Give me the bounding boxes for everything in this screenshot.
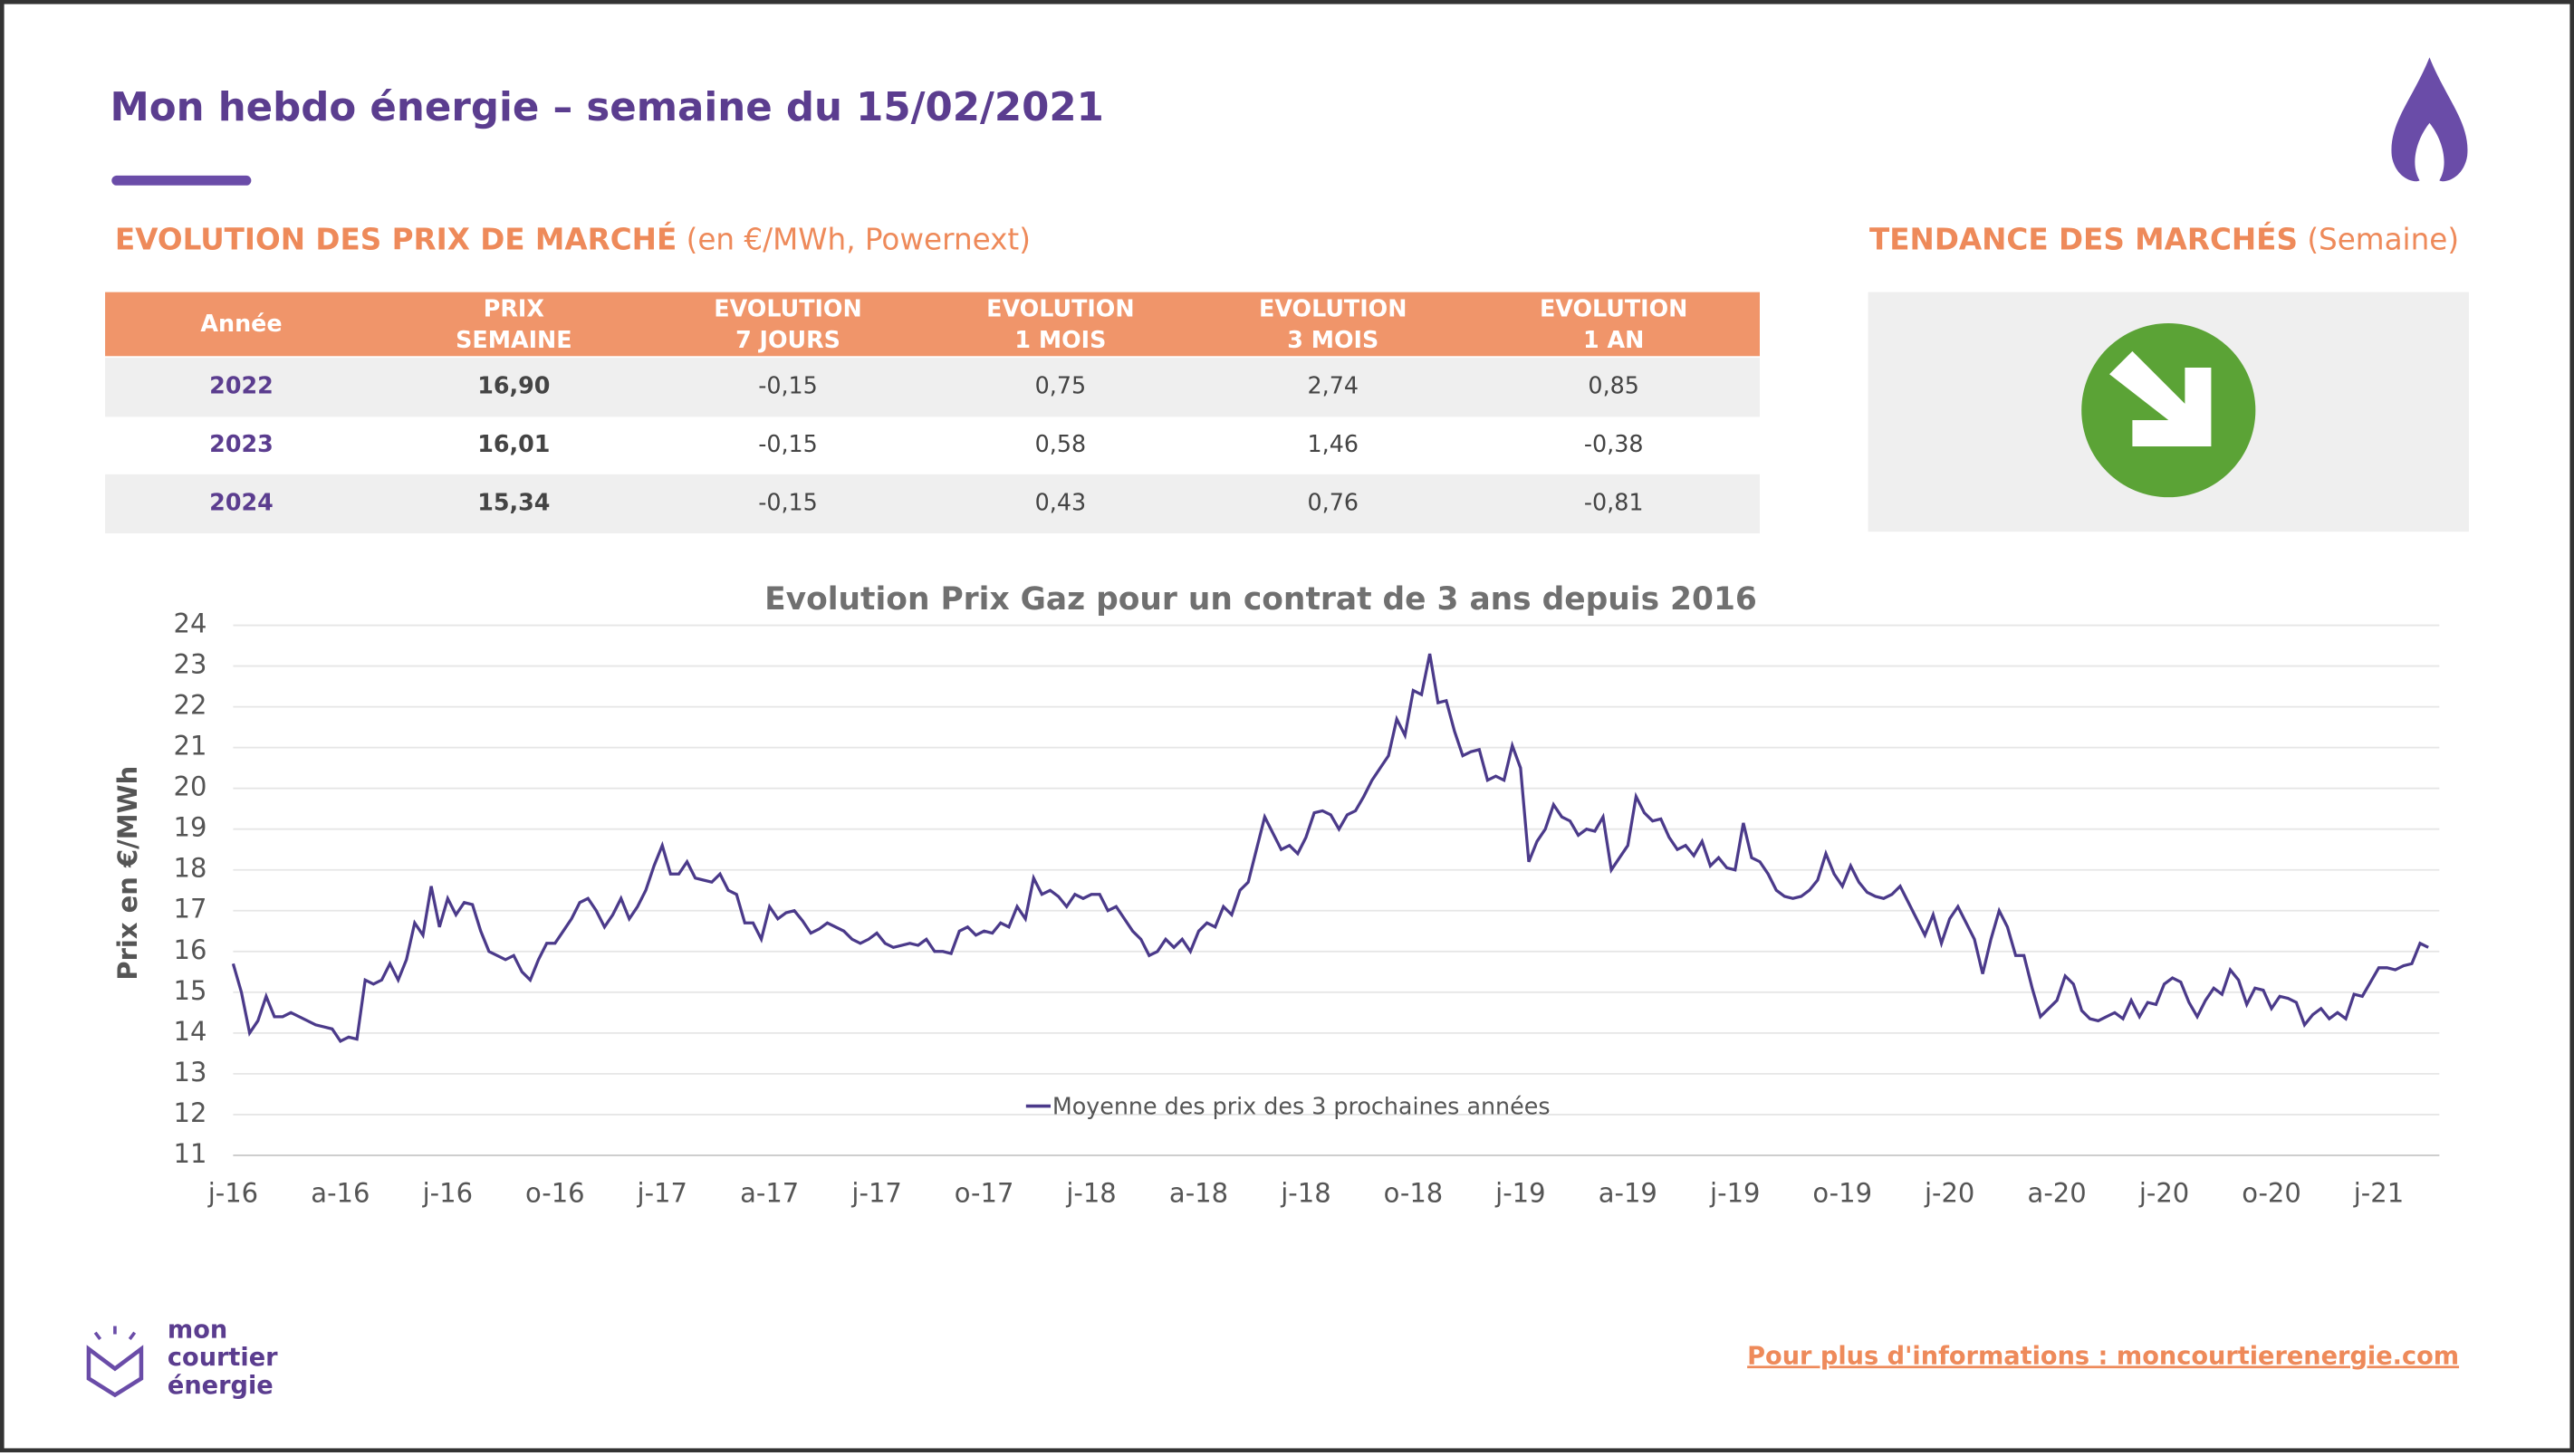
logo-rays [93, 1326, 137, 1341]
y-tick-label: 23 [174, 649, 207, 680]
x-tick-label: j-17 [850, 1177, 901, 1208]
x-tick-label: j-18 [1280, 1177, 1330, 1208]
table-cell: -0,38 [1584, 430, 1644, 457]
table-cell: 0,75 [1035, 372, 1086, 399]
y-tick-label: 16 [174, 934, 207, 965]
title-underline [111, 175, 252, 186]
y-tick-label: 24 [174, 608, 207, 639]
header-cell: EVOLUTION [714, 295, 861, 322]
x-tick-label: j-16 [207, 1177, 258, 1208]
legend-label: Moyenne des prix des 3 prochaines années [1052, 1092, 1551, 1119]
x-tick-label: a-20 [2028, 1177, 2087, 1208]
row-band [105, 358, 1760, 417]
series-line [231, 653, 2429, 1043]
y-tick-label: 20 [174, 771, 207, 802]
header-cell: 7 JOURS [735, 326, 840, 353]
title: Mon hebdo énergie – semaine du 15/02/202… [110, 85, 1103, 130]
table-cell: 0,85 [1588, 372, 1638, 399]
x-tick-label: o-18 [1384, 1177, 1444, 1208]
y-tick-label: 11 [174, 1138, 207, 1169]
x-tick-label: j-19 [1494, 1177, 1545, 1208]
header-cell: 3 MOIS [1287, 326, 1378, 353]
table-cell: -0,15 [758, 430, 818, 457]
logo-text: mon [168, 1316, 227, 1344]
header-cell: Année [200, 310, 282, 337]
table-header [105, 292, 1760, 357]
x-tick-label: j-20 [1924, 1177, 1974, 1208]
y-tick-label: 18 [174, 853, 207, 884]
x-tick-label: a-19 [1599, 1177, 1657, 1208]
y-axis-label: Prix en €/MWh [112, 766, 143, 981]
y-tick-label: 13 [174, 1057, 207, 1087]
x-tick-label: o-17 [955, 1177, 1014, 1208]
header-cell: 1 AN [1583, 326, 1644, 353]
flame-icon [2391, 57, 2468, 182]
x-tick-label: o-20 [2242, 1177, 2301, 1208]
x-tick-label: j-16 [422, 1177, 473, 1208]
table-cell: 2023 [209, 430, 274, 457]
table: Année PRIX SEMAINE EVOLUTION 7 JOURS EVOLUTIO… [105, 292, 1760, 534]
x-tick-label: j-20 [2138, 1177, 2189, 1208]
header-cell: EVOLUTION [1540, 295, 1687, 322]
table-cell: -0,15 [758, 488, 818, 515]
logo-text: énergie [168, 1372, 274, 1400]
y-tick-label: 12 [174, 1097, 207, 1128]
info-link[interactable]: Pour plus d'informations : moncourtieren… [1747, 1342, 2459, 1370]
header-cell: EVOLUTION [1259, 295, 1407, 322]
y-tick-label: 21 [174, 731, 207, 762]
table-cell: 16,90 [477, 372, 550, 399]
header-cell: PRIX [484, 295, 545, 322]
table-cell: -0,15 [758, 372, 818, 399]
y-tick-label: 14 [174, 1016, 207, 1047]
x-tick-label: a-17 [740, 1177, 799, 1208]
table-cell: -0,81 [1584, 488, 1644, 515]
trend-title: TENDANCE DES MARCHÉS (Semaine) [1869, 222, 2459, 256]
chart-title: Evolution Prix Gaz pour un contrat de 3 … [764, 581, 1757, 618]
table-cell: 16,01 [477, 430, 550, 457]
chart: Evolution Prix Gaz pour un contrat de 3 … [112, 581, 2440, 1208]
market-title: EVOLUTION DES PRIX DE MARCHÉ (en €/MWh, … [115, 222, 1031, 256]
x-tick-label: a-16 [311, 1177, 370, 1208]
x-tick-label: j-18 [1065, 1177, 1116, 1208]
header-cell: EVOLUTION [986, 295, 1134, 322]
header-cell: 1 MOIS [1014, 326, 1106, 353]
logo: mon courtier énergie [86, 1316, 278, 1400]
y-tick-label: 15 [174, 975, 207, 1006]
table-cell: 2024 [209, 488, 274, 515]
x-tick-label: j-21 [2353, 1177, 2404, 1208]
table-cell: 0,76 [1308, 488, 1359, 515]
logo-text: courtier [168, 1344, 278, 1372]
table-cell: 2,74 [1308, 372, 1359, 399]
y-tick-label: 22 [174, 690, 207, 721]
x-tick-label: j-17 [637, 1177, 687, 1208]
x-tick-label: o-19 [1812, 1177, 1872, 1208]
logo-icon [86, 1345, 144, 1398]
trend-arrow [2109, 350, 2212, 446]
row-band [105, 474, 1760, 534]
x-tick-label: j-19 [1709, 1177, 1760, 1208]
y-tick-label: 19 [174, 812, 207, 843]
x-tick-label: o-16 [525, 1177, 585, 1208]
table-cell: 0,43 [1035, 488, 1086, 515]
table-cell: 0,58 [1035, 430, 1086, 457]
y-tick-label: 17 [174, 894, 207, 924]
x-tick-label: a-18 [1169, 1177, 1228, 1208]
header-cell: SEMAINE [456, 326, 571, 353]
table-cell: 2022 [209, 372, 274, 399]
table-cell: 15,34 [477, 488, 550, 515]
table-cell: 1,46 [1308, 430, 1359, 457]
